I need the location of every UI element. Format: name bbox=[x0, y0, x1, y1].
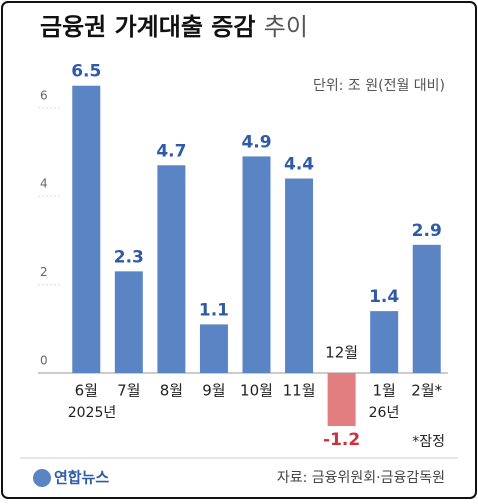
x-tick-label: 12월 bbox=[325, 344, 358, 362]
y-tick-label: 6 bbox=[40, 88, 48, 102]
value-label: 2.3 bbox=[114, 247, 144, 267]
x-tick-label: 7월 bbox=[117, 382, 140, 400]
bar bbox=[199, 324, 228, 373]
logo: 연합뉴스 bbox=[54, 469, 109, 487]
y-tick-label: 2 bbox=[40, 265, 48, 279]
bar bbox=[327, 373, 356, 427]
unit: 단위: 조 원(전월 대비) bbox=[313, 78, 445, 94]
logo-icon bbox=[33, 469, 51, 487]
x-tick-label: 8월 bbox=[160, 382, 183, 400]
x-tick-label: 9월 bbox=[202, 382, 225, 400]
title-group: 금융권 가계대출 증감 추이 bbox=[40, 13, 308, 41]
value-label: 1.1 bbox=[199, 300, 229, 320]
bar bbox=[72, 85, 101, 373]
bar bbox=[285, 178, 314, 373]
chart-title: 금융권 가계대출 증감 bbox=[40, 13, 255, 41]
value-label: -1.2 bbox=[323, 430, 360, 450]
value-label: 6.5 bbox=[71, 62, 101, 82]
value-label: 4.4 bbox=[284, 155, 314, 175]
source: 자료: 금융위원회·금융감독원 bbox=[277, 470, 445, 486]
x-tick-label: 6월 bbox=[75, 382, 98, 400]
bar bbox=[242, 156, 271, 373]
x-tick-label: 11월 bbox=[283, 382, 316, 400]
value-label: 4.7 bbox=[156, 141, 186, 161]
note: *잠정 bbox=[412, 434, 445, 450]
bar bbox=[412, 244, 441, 373]
y-tick-label: 4 bbox=[40, 177, 48, 191]
value-label: 4.9 bbox=[241, 132, 271, 152]
year-label: 26년 bbox=[369, 405, 400, 421]
bar bbox=[157, 165, 186, 373]
bar bbox=[370, 311, 399, 373]
x-tick-label: 10월 bbox=[240, 382, 273, 400]
x-tick-label: 1월 bbox=[372, 382, 395, 400]
x-tick-label: 2월* bbox=[411, 382, 442, 400]
y-tick-label: 0 bbox=[40, 354, 48, 368]
chart-title-suffix: 추이 bbox=[264, 13, 308, 41]
year-label: 2025년 bbox=[68, 405, 117, 421]
bar bbox=[114, 271, 143, 373]
value-label: 1.4 bbox=[369, 287, 399, 307]
value-label: 2.9 bbox=[412, 221, 442, 241]
